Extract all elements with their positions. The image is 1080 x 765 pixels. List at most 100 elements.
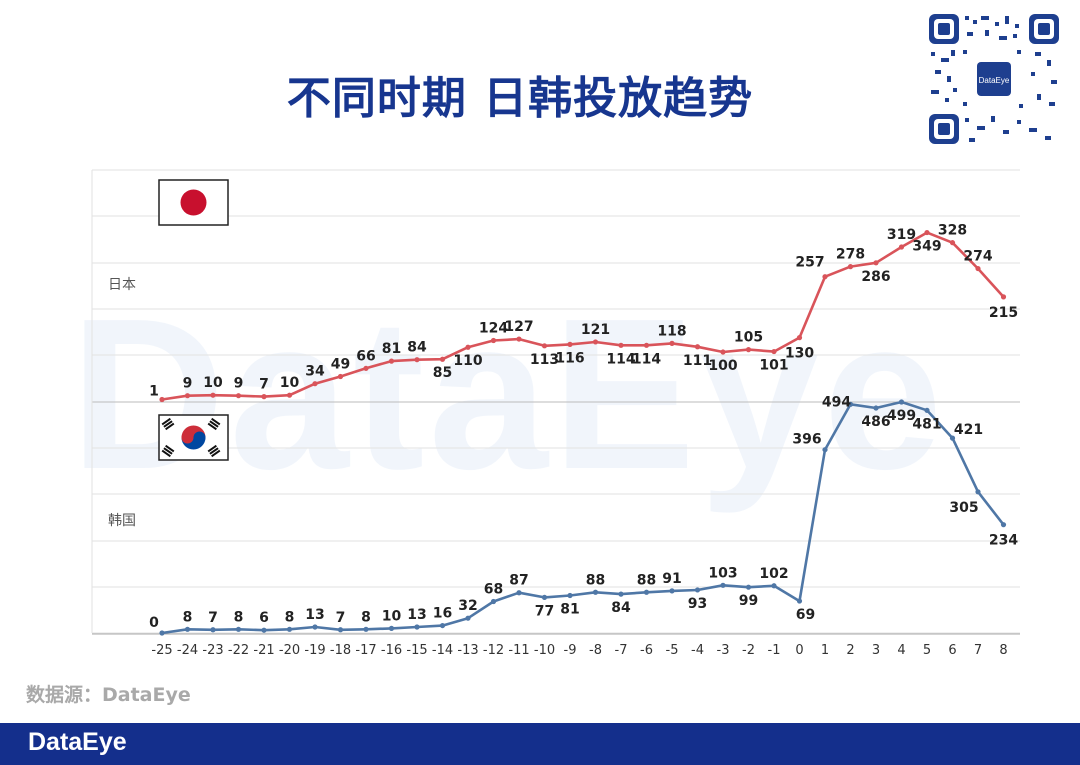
korea-panel-label: 韩国	[108, 513, 136, 529]
japan-point	[898, 244, 905, 250]
watermark: DataEye	[70, 273, 947, 514]
korea-data-label: 305	[949, 500, 978, 516]
japan-data-label: 114	[632, 351, 661, 367]
japan-point	[363, 365, 369, 371]
x-tick-label: 3	[872, 643, 880, 658]
qr-logo-text: DataEye	[979, 76, 1010, 85]
japan-point	[618, 342, 624, 348]
korea-point	[592, 589, 599, 595]
japan-data-label: 130	[785, 346, 814, 362]
japan-point	[210, 392, 216, 398]
japan-data-label: 81	[382, 341, 401, 357]
qr-logo	[977, 62, 1011, 96]
footer-logo: DataEye	[28, 728, 127, 756]
korea-point	[1000, 522, 1007, 528]
x-tick-label: -13	[457, 643, 478, 658]
korea-point	[235, 626, 242, 632]
korea-data-label: 486	[861, 414, 890, 430]
japan-point	[465, 344, 471, 350]
korea-point	[312, 624, 318, 630]
x-tick-label: 1	[821, 643, 829, 658]
x-tick-label: -22	[228, 643, 249, 658]
korea-point	[669, 588, 675, 594]
japan-data-label: 121	[581, 322, 610, 338]
x-tick-label: -20	[279, 643, 300, 658]
korea-data-label: 234	[989, 533, 1018, 549]
korea-point	[516, 590, 522, 596]
korea-point	[975, 489, 981, 495]
japan-point	[924, 229, 930, 236]
japan-data-label: 101	[759, 358, 788, 374]
korea-point	[694, 587, 701, 593]
x-tick-label: 5	[923, 643, 931, 658]
japan-point	[439, 356, 446, 362]
korea-point	[949, 435, 956, 441]
japan-data-label: 278	[836, 247, 865, 263]
japan-data-label: 1	[149, 384, 159, 400]
japan-point	[312, 381, 318, 387]
x-tick-label: -6	[640, 643, 653, 658]
korea-data-label: 69	[796, 607, 815, 623]
korea-data-label: 93	[688, 596, 707, 612]
x-tick-label: -5	[666, 643, 679, 658]
japan-point	[847, 264, 854, 270]
japan-point	[643, 342, 650, 348]
korea-point	[822, 447, 828, 453]
japan-data-label: 113	[530, 352, 559, 368]
x-tick-label: -15	[406, 643, 427, 658]
korea-data-label: 32	[458, 598, 477, 614]
korea-data-label: 10	[382, 608, 402, 624]
x-axis: -25 -24 -23 -22 -21 -20 -19 -18 -17 -16 -15 -14 -13-…	[151, 643, 1007, 658]
japan-data-label: 328	[938, 223, 967, 239]
x-tick-label: -19	[304, 643, 325, 658]
japan-point	[490, 337, 497, 344]
korea-point	[465, 615, 471, 621]
japan-data-label: 84	[407, 340, 427, 356]
korea-point	[490, 598, 497, 605]
x-tick-label: -8	[589, 643, 602, 658]
japan-point	[286, 392, 293, 398]
chart-flags	[158, 179, 229, 461]
korea-data-label: 88	[637, 572, 656, 588]
japan-point	[1000, 294, 1007, 300]
korea-point	[210, 627, 216, 633]
korea-point	[414, 624, 420, 630]
japan-data-label: 257	[795, 255, 824, 271]
korea-data-label: 8	[361, 609, 371, 625]
japan-data-label: 105	[734, 330, 763, 346]
korea-data-label: 6	[259, 610, 269, 626]
japan-point	[567, 341, 573, 347]
japan-data-label: 10	[280, 375, 300, 391]
japan-point	[822, 274, 828, 280]
korea-point	[337, 627, 344, 633]
x-tick-label: 6	[948, 643, 956, 658]
korea-data-label: 91	[662, 571, 681, 587]
japan-data-label: 349	[912, 239, 941, 255]
japan-data-label: 274	[963, 249, 992, 265]
korea-point	[439, 622, 446, 629]
japan-data-label: 110	[453, 353, 482, 369]
korea-point	[720, 582, 726, 588]
korea-data-label: 7	[336, 610, 346, 626]
page-title: 不同时期 日韩投放趋势	[286, 73, 754, 124]
korea-point	[541, 594, 548, 600]
japan-data-label: 118	[657, 323, 686, 339]
japan-point	[261, 394, 267, 400]
x-tick-label: 2	[846, 643, 854, 658]
japan-point	[694, 344, 701, 350]
x-tick-label: 0	[795, 643, 803, 658]
korea-data-label: 13	[407, 607, 426, 623]
x-tick-label: -7	[615, 643, 628, 658]
korea-data-label: 88	[586, 572, 605, 588]
x-tick-label: -10	[534, 643, 555, 658]
x-tick-label: 7	[974, 643, 982, 658]
x-tick-label: -12	[483, 643, 504, 658]
x-tick-label: -23	[202, 643, 223, 658]
x-tick-label: -16	[381, 643, 402, 658]
japan-data-label: 215	[989, 305, 1018, 321]
x-tick-label: -1	[768, 643, 781, 658]
korea-point	[924, 407, 930, 413]
